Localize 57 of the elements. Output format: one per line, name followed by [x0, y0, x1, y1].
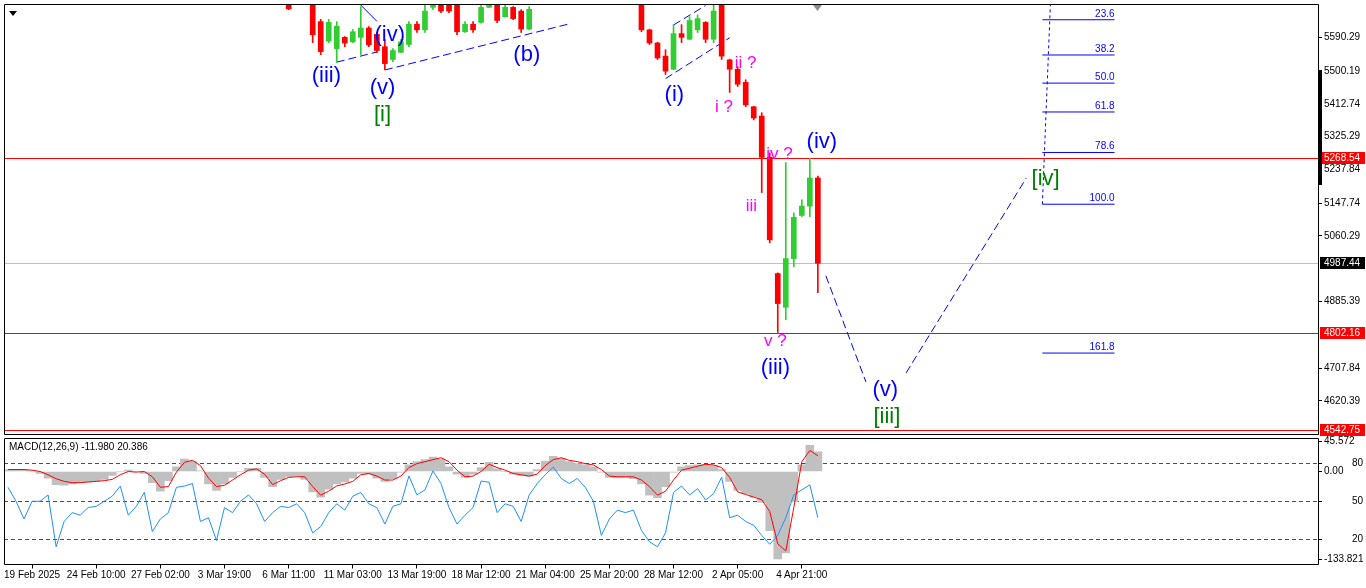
- ref-line-label: 4987.44: [1324, 257, 1361, 269]
- y2-tick-label: 20: [1352, 532, 1364, 544]
- y-tick-label: 4620.39: [1324, 394, 1361, 406]
- annotation: (iii): [311, 62, 341, 88]
- annotation: [iii]: [873, 402, 901, 428]
- x-tick-label: 3 Mar 19:00: [197, 569, 252, 581]
- ref-line-label: 4542.75: [1324, 423, 1361, 435]
- x-tick-label: 2 Apr 05:00: [712, 569, 764, 581]
- annotation: (v): [369, 74, 396, 100]
- series-label: 78.6: [1095, 139, 1115, 151]
- y-tick-label: 4885.39: [1324, 295, 1361, 307]
- annotation: [i]: [373, 101, 392, 127]
- y-tick-label: 5060.29: [1324, 229, 1361, 241]
- annotation: (i): [664, 81, 685, 107]
- x-tick-label: 11 Mar 03:00: [323, 569, 383, 581]
- annotation: (b): [513, 41, 541, 67]
- ref-line-label: 5268.54: [1324, 151, 1361, 163]
- x-tick-label: 13 Mar 19:00: [387, 569, 447, 581]
- series-label: 161.8: [1089, 340, 1115, 352]
- series-label: 61.8: [1095, 99, 1115, 111]
- x-tick-label: 18 Mar 12:00: [451, 569, 511, 581]
- y-tick-label: 5147.74: [1324, 196, 1361, 208]
- annotation: iii: [745, 196, 757, 216]
- y-tick-label: 5500.19: [1324, 64, 1361, 76]
- series-label: 50.0: [1095, 70, 1115, 82]
- x-tick-label: 19 Feb 2025: [3, 569, 61, 581]
- annotation: v ?: [764, 331, 787, 351]
- series-label: 100.0: [1089, 191, 1115, 203]
- y-tick-label: 5237.84: [1324, 163, 1361, 175]
- x-tick-label: 6 Mar 11:00: [262, 569, 316, 581]
- y2-tick-label: 80: [1352, 457, 1364, 469]
- x-tick-label: 4 Apr 21:00: [776, 569, 828, 581]
- x-tick-label: 24 Feb 10:00: [66, 569, 127, 581]
- annotation: i ?: [715, 96, 734, 116]
- x-tick-label: 25 Mar 20:00: [579, 569, 640, 581]
- y-tick-label: 5412.74: [1324, 97, 1361, 109]
- ref-line-label: 4802.16: [1324, 326, 1361, 338]
- annotation: iv ?: [766, 143, 793, 163]
- annotation: (v): [872, 375, 899, 401]
- y-tick-label: 45.572: [1324, 435, 1356, 447]
- y2-tick-label: 50: [1352, 495, 1364, 506]
- annotation: (iii): [760, 354, 791, 380]
- series-label: 38.2: [1095, 42, 1115, 54]
- x-tick-label: 28 Mar 12:00: [644, 569, 704, 581]
- y-tick-label: 5590.29: [1324, 31, 1361, 43]
- y-tick-label: -133.821: [1324, 553, 1364, 565]
- y-tick-label: 5325.29: [1324, 130, 1361, 142]
- annotation: (iv): [806, 127, 838, 153]
- annotation: ii ?: [734, 52, 757, 72]
- x-tick-label: 27 Feb 02:00: [130, 569, 191, 581]
- y-tick-label: 4707.84: [1324, 361, 1361, 373]
- series-label: 23.6: [1095, 7, 1115, 19]
- annotation: (iv): [374, 21, 405, 47]
- annotation: [iv]: [1031, 164, 1060, 190]
- chart-title: MACD(12,26,9) -11.980 20.386: [9, 440, 149, 452]
- y-tick-label: 0.00: [1324, 465, 1344, 477]
- x-tick-label: 21 Mar 04:00: [515, 569, 576, 581]
